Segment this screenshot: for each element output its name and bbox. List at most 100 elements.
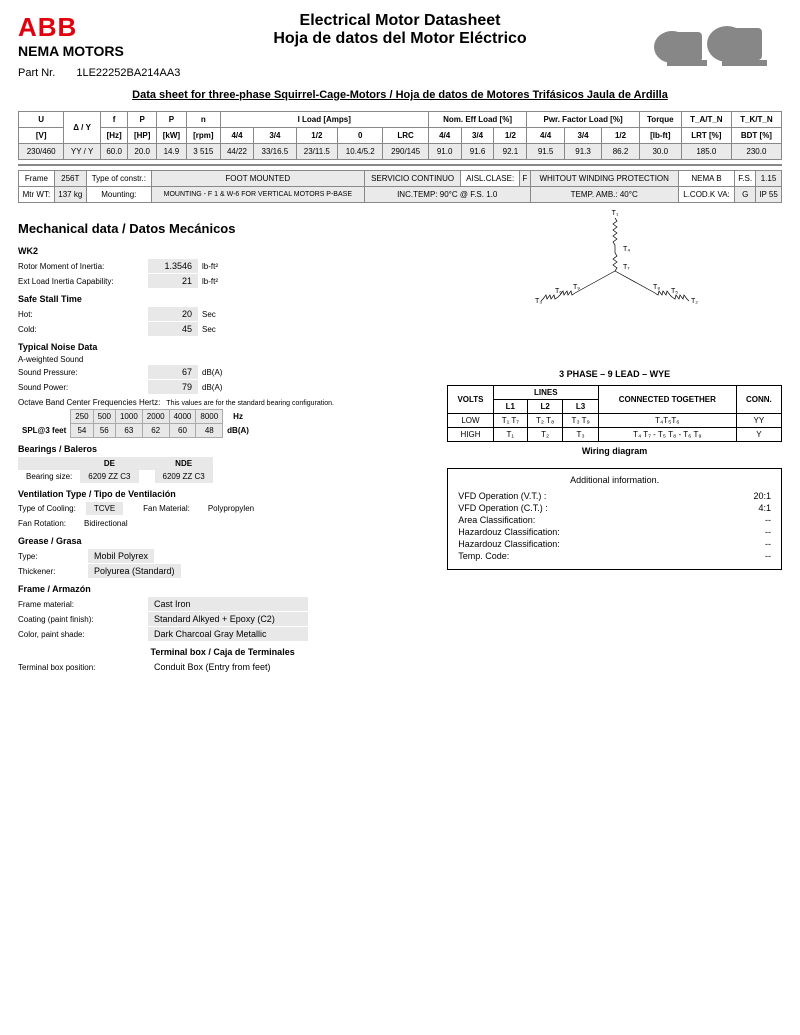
ip-val: IP 55 xyxy=(756,187,782,203)
col-delta-y: Δ / Y xyxy=(64,112,101,144)
svg-text:T₃: T₃ xyxy=(535,298,542,305)
cell-e34: 91.6 xyxy=(461,144,494,160)
wt-high-conn: Y xyxy=(736,428,781,442)
cell-p44: 91.5 xyxy=(527,144,564,160)
grease-type-lbl: Type: xyxy=(18,552,88,561)
addl-title: Additional information. xyxy=(458,475,771,485)
title-en: Electrical Motor Datasheet xyxy=(273,12,526,30)
cell-l44: 44/22 xyxy=(220,144,253,160)
octave-table: 250 500 1000 2000 4000 8000 Hz SPL@3 fee… xyxy=(18,409,253,438)
freq-5: 8000 xyxy=(196,410,223,424)
spl-1: 56 xyxy=(93,424,115,438)
col-n: n xyxy=(186,112,220,128)
wt-low-l1: T₁ T₇ xyxy=(493,414,527,428)
wt-high-l2: T₂ xyxy=(527,428,562,442)
spw-unit: dB(A) xyxy=(202,383,222,392)
col-p-kw: P xyxy=(157,112,187,128)
cell-torque: 30.0 xyxy=(639,144,681,160)
frame-heading: Frame / Armazón xyxy=(18,584,427,594)
cell-kw: 14.9 xyxy=(157,144,187,160)
mount-val: MOUNTING - F 1 & W-6 FOR VERTICAL MOTORS… xyxy=(151,187,364,203)
noise-heading: Typical Noise Data xyxy=(18,342,427,352)
servicio: SERVICIO CONTINUO xyxy=(364,171,461,187)
wt-high-l1: T₁ xyxy=(493,428,527,442)
constr-val: FOOT MOUNTED xyxy=(151,171,364,187)
freq-unit: Hz xyxy=(223,410,253,424)
termbox-heading: Terminal box / Caja de Terminales xyxy=(18,647,427,657)
spl-2: 63 xyxy=(115,424,142,438)
spw-lbl: Sound Power: xyxy=(18,383,148,392)
grease-heading: Grease / Grasa xyxy=(18,536,427,546)
page-title: Electrical Motor Datasheet Hoja de datos… xyxy=(273,12,526,48)
col-p-hp: P xyxy=(128,112,157,128)
unit-lrt: LRT [%] xyxy=(681,128,731,144)
freq-0: 250 xyxy=(71,410,93,424)
col-torque: Torque xyxy=(639,112,681,128)
cell-lrt: 185.0 xyxy=(681,144,731,160)
sp-lbl: Sound Pressure: xyxy=(18,368,148,377)
termbox-val: Conduit Box (Entry from feet) xyxy=(148,660,277,674)
addl-row: VFD Operation (V.T.) :20:1 xyxy=(458,491,771,501)
unit-l44: 4/4 xyxy=(220,128,253,144)
fanmat-lbl: Fan Material: xyxy=(143,504,190,513)
title-es: Hoja de datos del Motor Eléctrico xyxy=(273,30,526,48)
motor-illustration xyxy=(642,12,782,72)
sp-unit: dB(A) xyxy=(202,368,222,377)
spl-5: 48 xyxy=(196,424,223,438)
cell-l12: 23/11.5 xyxy=(296,144,338,160)
diagram-label: 3 PHASE – 9 LEAD – WYE xyxy=(447,369,782,379)
vent-heading: Ventilation Type / Tipo de Ventilación xyxy=(18,489,427,499)
wt-low-l3: T₃ T₉ xyxy=(563,414,598,428)
col-u: U xyxy=(19,112,64,128)
datasheet-section-title: Data sheet for three-phase Squirrel-Cage… xyxy=(18,89,782,101)
frame-mat-val: Cast Iron xyxy=(148,597,308,611)
svg-text:T₅: T₅ xyxy=(671,288,678,295)
divider xyxy=(18,164,782,166)
cell-bdt: 230.0 xyxy=(731,144,781,160)
cooling-lbl: Type of Cooling: xyxy=(18,504,76,513)
cold-lbl: Cold: xyxy=(18,325,148,334)
fanrot-lbl: Fan Rotation: xyxy=(18,519,66,528)
addl-row: Temp. Code:-- xyxy=(458,551,771,561)
constr-lbl: Type of constr.: xyxy=(86,171,151,187)
octave-lbl: Octave Band Center Frequencies Hertz: xyxy=(18,398,160,407)
brand-subtitle: NEMA MOTORS xyxy=(18,43,124,59)
octave-note: This values are for the standard bearing… xyxy=(166,400,334,407)
addl-row: Hazardouz Classification:-- xyxy=(458,527,771,537)
frame-mat-lbl: Frame material: xyxy=(18,600,148,609)
wye-diagram-icon: T₁ T₄ T₇ T₉ T₆ T₃ T₈ T₅ T₂ xyxy=(505,203,725,363)
spl-0: 54 xyxy=(71,424,93,438)
unit-e12: 1/2 xyxy=(494,128,527,144)
cell-e44: 91.0 xyxy=(428,144,461,160)
unit-kw: [kW] xyxy=(157,128,187,144)
cold-val: 45 xyxy=(148,322,198,336)
cell-p34: 91.3 xyxy=(564,144,601,160)
ext-load-unit: lb-ft² xyxy=(202,277,218,286)
wt-low-lbl: LOW xyxy=(448,414,494,428)
svg-text:T₁: T₁ xyxy=(611,210,618,217)
svg-text:T₂: T₂ xyxy=(691,298,698,305)
col-tatn: T_A/T_N xyxy=(681,112,731,128)
spl-4: 60 xyxy=(169,424,196,438)
freq-3: 2000 xyxy=(142,410,169,424)
fanrot-val: Bidirectional xyxy=(76,517,136,530)
hot-val: 20 xyxy=(148,307,198,321)
svg-text:T₆: T₆ xyxy=(555,288,562,295)
wt-l1: L1 xyxy=(493,400,527,414)
color-val: Dark Charcoal Gray Metallic xyxy=(148,627,308,641)
unit-e34: 3/4 xyxy=(461,128,494,144)
spl-unit: dB(A) xyxy=(223,424,253,438)
wt-low-conn: YY xyxy=(736,414,781,428)
nde-lbl: NDE xyxy=(155,457,213,470)
unit-rpm: [rpm] xyxy=(186,128,220,144)
freq-4: 4000 xyxy=(169,410,196,424)
cell-hz: 60.0 xyxy=(100,144,127,160)
col-tktn: T_K/T_N xyxy=(731,112,781,128)
svg-text:T₉: T₉ xyxy=(573,284,580,291)
wt-high-together: T₄ T₇ - T₅ T₈ - T₆ T₉ xyxy=(598,428,736,442)
wt-low-l2: T₂ T₈ xyxy=(527,414,562,428)
de-val: 6209 ZZ C3 xyxy=(80,470,138,483)
stall-heading: Safe Stall Time xyxy=(18,294,427,304)
wt-volts: VOLTS xyxy=(448,386,494,414)
aisl-lbl: AISL.CLASE: xyxy=(461,171,519,187)
